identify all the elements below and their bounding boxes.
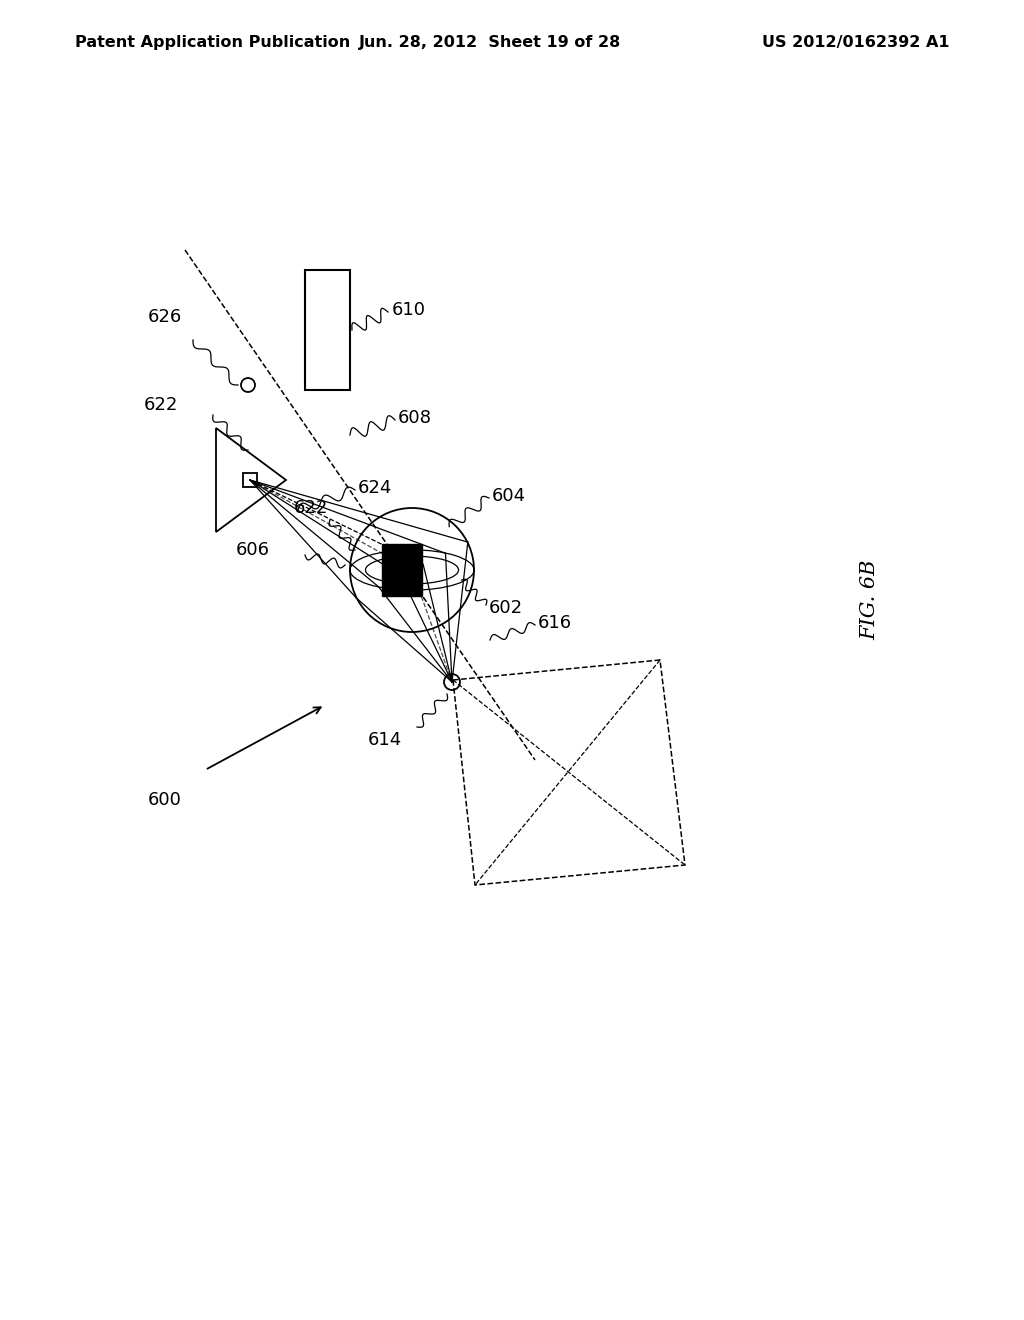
Text: 614: 614: [368, 731, 402, 748]
Bar: [382, 544, 422, 597]
Text: US 2012/0162392 A1: US 2012/0162392 A1: [763, 34, 950, 49]
Text: 626: 626: [148, 308, 182, 326]
Text: 604: 604: [492, 487, 526, 506]
Text: 606: 606: [236, 541, 270, 558]
Bar: [305, 271, 350, 389]
Text: Patent Application Publication: Patent Application Publication: [75, 34, 350, 49]
Text: 622: 622: [143, 396, 178, 414]
Text: 608: 608: [398, 409, 432, 426]
Text: 602: 602: [489, 599, 523, 616]
Text: 624: 624: [358, 479, 392, 498]
Text: 622: 622: [294, 499, 328, 517]
Text: 616: 616: [538, 614, 572, 632]
Text: 600: 600: [148, 791, 182, 809]
Text: 610: 610: [392, 301, 426, 319]
Bar: [243, 473, 257, 487]
Text: Jun. 28, 2012  Sheet 19 of 28: Jun. 28, 2012 Sheet 19 of 28: [358, 34, 622, 49]
Text: FIG. 6B: FIG. 6B: [860, 560, 880, 640]
